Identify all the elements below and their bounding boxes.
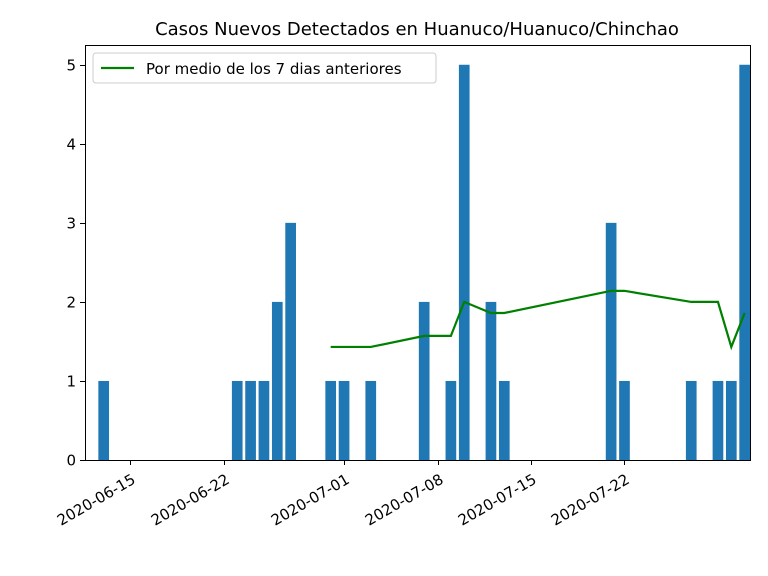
bar bbox=[245, 380, 256, 460]
x-axis: 2020-06-15 2020-06-22 2020-07-01 2020-07-08… bbox=[54, 460, 633, 529]
x-tick-label: 2020-07-15 bbox=[455, 470, 540, 529]
bar bbox=[271, 301, 283, 460]
bar bbox=[98, 380, 110, 460]
bar bbox=[418, 301, 430, 460]
y-tick-label: 4 bbox=[66, 136, 76, 154]
bar bbox=[285, 222, 296, 460]
bar bbox=[712, 380, 724, 460]
y-tick-label: 5 bbox=[66, 57, 76, 75]
x-tick-label: 2020-07-01 bbox=[268, 470, 353, 529]
legend: Por medio de los 7 dias anteriores bbox=[92, 52, 437, 84]
y-axis: 0 1 2 3 4 5 bbox=[66, 57, 85, 470]
bar bbox=[498, 380, 510, 460]
bar bbox=[685, 380, 697, 460]
series-line bbox=[330, 289, 746, 351]
bar bbox=[231, 380, 243, 460]
bar bbox=[445, 380, 457, 460]
y-tick-label: 3 bbox=[66, 215, 76, 233]
bar bbox=[365, 380, 377, 460]
bar bbox=[325, 380, 337, 460]
plot-frame bbox=[85, 45, 751, 461]
bar bbox=[485, 301, 497, 460]
bar bbox=[338, 380, 350, 460]
y-tick-label: 1 bbox=[66, 373, 76, 391]
bar bbox=[619, 380, 630, 460]
x-tick-label: 2020-07-08 bbox=[362, 470, 447, 529]
legend-label: Por medio de los 7 dias anteriores bbox=[146, 60, 402, 78]
x-tick-label: 2020-07-22 bbox=[548, 470, 633, 529]
bars-layer bbox=[98, 64, 750, 460]
bar bbox=[458, 64, 470, 460]
chart-title: Casos Nuevos Detectados en Huanuco/Huanu… bbox=[155, 19, 679, 40]
bar bbox=[739, 64, 750, 460]
bar bbox=[258, 380, 270, 460]
y-tick-label: 2 bbox=[66, 294, 76, 312]
bar bbox=[605, 222, 617, 460]
x-tick-label: 2020-06-15 bbox=[54, 470, 139, 529]
legend-box bbox=[92, 52, 437, 84]
line-layer bbox=[330, 289, 746, 351]
x-tick-label: 2020-06-22 bbox=[148, 470, 233, 529]
y-tick-label: 0 bbox=[66, 452, 76, 470]
bar bbox=[725, 380, 737, 460]
